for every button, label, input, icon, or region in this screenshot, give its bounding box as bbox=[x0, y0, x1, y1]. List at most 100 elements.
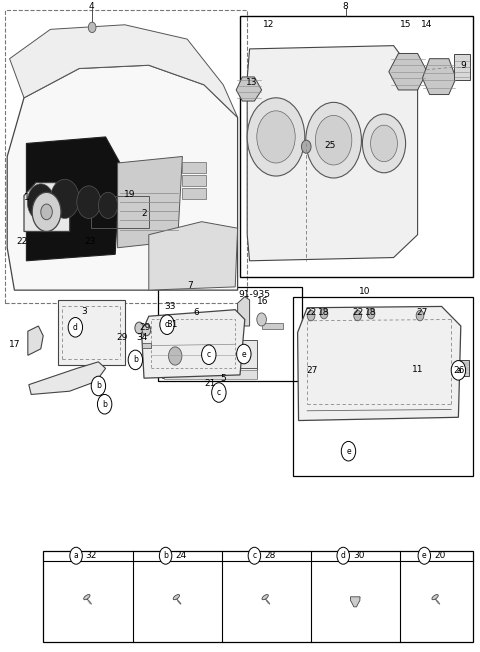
Text: 27: 27 bbox=[306, 366, 318, 375]
Text: d: d bbox=[73, 323, 78, 332]
Circle shape bbox=[98, 192, 118, 218]
Circle shape bbox=[27, 184, 54, 220]
Text: 20: 20 bbox=[434, 551, 445, 560]
Text: 9: 9 bbox=[460, 61, 466, 70]
Circle shape bbox=[159, 547, 172, 564]
Bar bbox=[182, 175, 206, 186]
Text: 25: 25 bbox=[324, 141, 336, 150]
Bar bbox=[5, 10, 247, 303]
Text: 10: 10 bbox=[359, 287, 371, 296]
Text: 3: 3 bbox=[81, 307, 87, 316]
Polygon shape bbox=[238, 297, 250, 326]
Polygon shape bbox=[28, 326, 43, 355]
Circle shape bbox=[97, 394, 112, 414]
Text: 7: 7 bbox=[187, 281, 192, 290]
Text: c: c bbox=[217, 388, 221, 397]
Circle shape bbox=[301, 140, 311, 153]
Circle shape bbox=[341, 441, 356, 461]
Polygon shape bbox=[247, 46, 418, 261]
Bar bbox=[185, 347, 214, 365]
Text: b: b bbox=[102, 400, 107, 409]
Bar bbox=[262, 323, 283, 329]
Bar bbox=[182, 188, 206, 199]
Circle shape bbox=[142, 324, 151, 336]
Polygon shape bbox=[29, 362, 106, 394]
Polygon shape bbox=[350, 597, 360, 607]
Text: 4: 4 bbox=[88, 2, 94, 11]
Circle shape bbox=[70, 547, 83, 564]
Bar bbox=[164, 343, 235, 369]
Text: 22: 22 bbox=[16, 237, 27, 246]
Text: a: a bbox=[74, 551, 78, 560]
Text: b: b bbox=[96, 381, 101, 391]
Circle shape bbox=[168, 347, 182, 365]
Bar bbox=[182, 162, 206, 173]
Circle shape bbox=[306, 102, 361, 178]
Circle shape bbox=[307, 310, 315, 321]
Circle shape bbox=[50, 179, 79, 218]
Bar bbox=[454, 54, 470, 80]
Text: d: d bbox=[165, 320, 169, 329]
Text: 26: 26 bbox=[454, 366, 465, 375]
Circle shape bbox=[371, 125, 397, 162]
Text: 91-935: 91-935 bbox=[239, 290, 270, 299]
Text: 6: 6 bbox=[193, 308, 199, 318]
Text: e: e bbox=[422, 551, 427, 560]
Bar bbox=[91, 196, 149, 228]
Text: 28: 28 bbox=[264, 551, 276, 560]
Circle shape bbox=[77, 186, 101, 218]
Text: 12: 12 bbox=[263, 20, 275, 29]
Polygon shape bbox=[24, 183, 70, 231]
Text: b: b bbox=[163, 551, 168, 560]
Circle shape bbox=[354, 310, 361, 321]
Text: c: c bbox=[207, 350, 211, 359]
Text: 18: 18 bbox=[318, 308, 330, 318]
Text: b: b bbox=[133, 355, 138, 364]
Polygon shape bbox=[149, 222, 238, 290]
Circle shape bbox=[128, 350, 143, 370]
Polygon shape bbox=[26, 137, 120, 261]
Bar bbox=[164, 370, 257, 379]
Text: 18: 18 bbox=[365, 308, 377, 318]
Circle shape bbox=[416, 310, 424, 321]
Circle shape bbox=[257, 111, 295, 163]
Text: 2: 2 bbox=[142, 209, 147, 218]
Text: 5: 5 bbox=[220, 374, 226, 383]
Polygon shape bbox=[236, 77, 262, 101]
Bar bbox=[162, 340, 257, 372]
Circle shape bbox=[418, 547, 431, 564]
Text: 24: 24 bbox=[175, 551, 186, 560]
Bar bbox=[459, 360, 469, 376]
Circle shape bbox=[337, 547, 349, 564]
Circle shape bbox=[315, 115, 352, 165]
Text: 34: 34 bbox=[136, 333, 147, 342]
Text: 23: 23 bbox=[84, 237, 96, 246]
Polygon shape bbox=[118, 156, 182, 248]
Bar bbox=[43, 551, 473, 642]
Polygon shape bbox=[422, 59, 456, 95]
Circle shape bbox=[160, 315, 174, 334]
Text: 11: 11 bbox=[412, 365, 423, 374]
Circle shape bbox=[88, 22, 96, 33]
Ellipse shape bbox=[262, 595, 268, 600]
Text: 16: 16 bbox=[257, 297, 269, 306]
Text: d: d bbox=[341, 551, 346, 560]
Circle shape bbox=[41, 204, 52, 220]
Circle shape bbox=[362, 114, 406, 173]
Text: 8: 8 bbox=[343, 2, 348, 11]
Circle shape bbox=[248, 547, 261, 564]
Bar bbox=[151, 319, 235, 368]
Text: c: c bbox=[252, 551, 256, 560]
Text: 22: 22 bbox=[305, 308, 317, 318]
Text: 13: 13 bbox=[246, 78, 258, 87]
Text: 29: 29 bbox=[139, 323, 151, 332]
Bar bbox=[142, 343, 151, 348]
Text: 17: 17 bbox=[9, 340, 20, 349]
Polygon shape bbox=[10, 25, 238, 117]
Bar bbox=[158, 287, 302, 381]
Polygon shape bbox=[389, 53, 427, 90]
Circle shape bbox=[202, 345, 216, 364]
Ellipse shape bbox=[84, 595, 90, 600]
Bar bbox=[293, 297, 473, 476]
Circle shape bbox=[451, 361, 466, 380]
